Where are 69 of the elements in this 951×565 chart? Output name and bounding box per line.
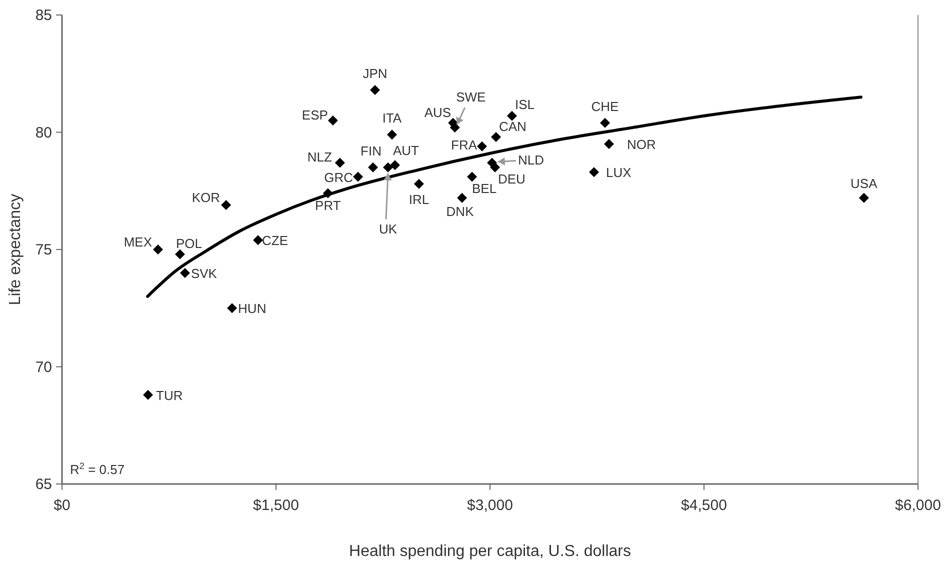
point bbox=[180, 268, 190, 278]
annotation: DNK bbox=[446, 204, 474, 219]
annotation: LUX bbox=[606, 165, 632, 180]
y-tick-label: 65 bbox=[35, 476, 52, 493]
x-tick-label: $0 bbox=[54, 497, 70, 514]
point bbox=[490, 132, 501, 142]
annotation: AUS bbox=[424, 104, 452, 120]
point bbox=[382, 162, 393, 172]
point bbox=[353, 172, 364, 182]
point bbox=[174, 249, 185, 260]
annotation: SVK bbox=[190, 266, 218, 281]
point bbox=[490, 162, 500, 172]
y-tick-label: 70 bbox=[35, 358, 52, 376]
annotation: JPN bbox=[362, 66, 388, 82]
x-tick-label: $1,500 bbox=[253, 497, 299, 514]
point bbox=[153, 244, 164, 254]
point bbox=[467, 172, 478, 182]
point bbox=[227, 303, 238, 314]
point bbox=[328, 116, 338, 126]
point bbox=[386, 130, 397, 140]
x-tick-label: $3,000 bbox=[467, 497, 513, 514]
point bbox=[221, 200, 232, 210]
annotation: ESP bbox=[302, 108, 328, 123]
annotation: NLZ bbox=[307, 150, 332, 165]
point bbox=[604, 138, 614, 149]
point bbox=[368, 162, 378, 172]
annotation: HUN bbox=[238, 301, 266, 316]
annotation: ITA bbox=[382, 110, 402, 126]
point bbox=[457, 192, 468, 203]
point bbox=[506, 110, 517, 121]
annotation: MEX bbox=[124, 234, 152, 250]
y-tick-label: 85 bbox=[35, 7, 52, 24]
annotation: CAN bbox=[498, 118, 526, 134]
annotation: ISL bbox=[514, 96, 534, 112]
annotation: PRT bbox=[315, 198, 341, 214]
point bbox=[600, 118, 610, 128]
annotation: CZE bbox=[262, 233, 288, 248]
point bbox=[334, 158, 345, 168]
x-tick-label: $4,500 bbox=[681, 497, 727, 514]
annotation: USA bbox=[850, 176, 878, 191]
x-axis-title: Health spending per capita, U.S. dollars bbox=[349, 543, 631, 560]
annotation: POL bbox=[176, 236, 202, 252]
annotation: BEL bbox=[472, 180, 497, 196]
point bbox=[370, 85, 380, 96]
y-axis-title: Life expectancy bbox=[7, 194, 24, 306]
point bbox=[390, 160, 400, 170]
annotation: DEU bbox=[498, 171, 526, 186]
y-tick-label: 80 bbox=[35, 124, 52, 142]
annotation: SWE bbox=[456, 90, 486, 105]
point bbox=[414, 178, 424, 189]
annotation: NOR bbox=[626, 136, 656, 152]
annotation: GRC bbox=[324, 170, 354, 185]
annotation: AUT bbox=[392, 143, 420, 158]
annotation: FIN bbox=[360, 143, 382, 158]
annotation: FRA bbox=[451, 137, 478, 152]
annotation: UK bbox=[378, 221, 398, 236]
point bbox=[143, 390, 154, 400]
y-tick-label: 75 bbox=[35, 242, 52, 258]
annotation: CHE bbox=[591, 98, 620, 114]
point bbox=[589, 167, 600, 178]
x-tick-label: $6,000 bbox=[895, 497, 941, 514]
annotation: R$^{2}$ = 0.57 bbox=[70, 461, 125, 477]
point bbox=[858, 192, 869, 203]
annotation: IRL bbox=[408, 192, 430, 207]
point bbox=[253, 235, 264, 246]
annotation: TUR bbox=[156, 388, 183, 403]
point bbox=[477, 141, 488, 152]
annotation: NLD bbox=[518, 152, 544, 168]
annotation: KOR bbox=[192, 190, 220, 205]
